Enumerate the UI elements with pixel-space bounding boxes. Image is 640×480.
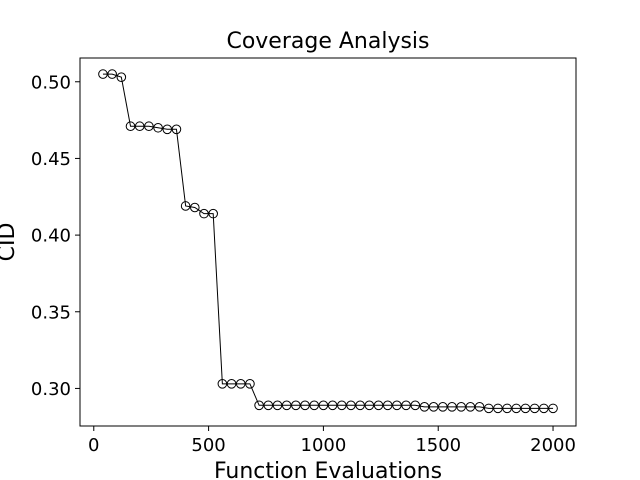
data-point: [162, 124, 173, 135]
data-point: [153, 122, 163, 133]
plot-frame: [79, 57, 577, 427]
y-tick-label: 0.40: [31, 226, 71, 247]
data-point: [291, 400, 301, 411]
data-point: [401, 400, 411, 411]
x-tick-label: 1000: [301, 435, 347, 456]
y-tick-label: 0.45: [31, 149, 71, 170]
data-point: [465, 402, 476, 412]
data-point: [336, 400, 347, 411]
data-point: [419, 402, 430, 412]
plot-area: [98, 69, 558, 414]
x-tick-label: 0: [88, 435, 99, 456]
data-point: [98, 69, 108, 79]
data-point: [511, 403, 522, 414]
data-point: [144, 121, 154, 132]
data-point: [428, 402, 439, 412]
data-point: [493, 403, 503, 414]
data-point: [447, 402, 457, 412]
x-tick-label: 2000: [530, 435, 576, 456]
data-point: [364, 400, 375, 411]
data-point: [410, 400, 421, 411]
data-point: [116, 72, 127, 82]
data-point: [134, 121, 145, 132]
data-point: [263, 400, 274, 411]
data-point: [180, 201, 191, 211]
data-point: [392, 400, 402, 411]
data-point: [520, 403, 531, 414]
data-point: [318, 400, 329, 411]
data-point: [456, 402, 466, 412]
y-axis-label: CID: [0, 223, 20, 262]
data-point: [107, 69, 117, 79]
chart-title: Coverage Analysis: [226, 29, 429, 54]
data-point: [539, 403, 549, 414]
x-axis-label: Function Evaluations: [214, 459, 442, 480]
data-point: [300, 400, 310, 411]
data-point: [438, 402, 448, 412]
y-tick-label: 0.30: [31, 379, 71, 400]
data-point: [346, 400, 356, 411]
data-point: [171, 124, 182, 135]
data-point: [327, 400, 338, 411]
data-point: [382, 400, 393, 411]
data-point: [281, 400, 292, 411]
data-point: [529, 403, 540, 414]
data-point: [548, 403, 558, 414]
x-tick-label: 500: [191, 435, 225, 456]
data-point: [309, 400, 320, 411]
data-point: [245, 379, 255, 389]
data-point: [125, 121, 136, 132]
data-point: [199, 208, 209, 219]
x-axis: 0 500 1000 1500 2000: [88, 426, 576, 456]
data-point: [254, 400, 264, 411]
series-line-0: [102, 73, 554, 409]
y-tick-label: 0.35: [31, 302, 71, 323]
data-point: [502, 403, 512, 414]
data-point: [474, 402, 485, 412]
y-tick-label: 0.50: [31, 72, 71, 93]
data-point: [208, 208, 218, 219]
data-point: [355, 400, 365, 411]
y-axis: 0.30 0.35 0.40 0.45 0.50: [31, 72, 80, 400]
data-point: [190, 202, 200, 213]
data-point: [235, 379, 246, 389]
data-point: [272, 400, 283, 411]
data-point: [373, 400, 384, 411]
data-point: [217, 379, 228, 389]
x-tick-label: 1500: [415, 435, 461, 456]
data-point: [226, 379, 237, 389]
data-point: [483, 403, 494, 414]
